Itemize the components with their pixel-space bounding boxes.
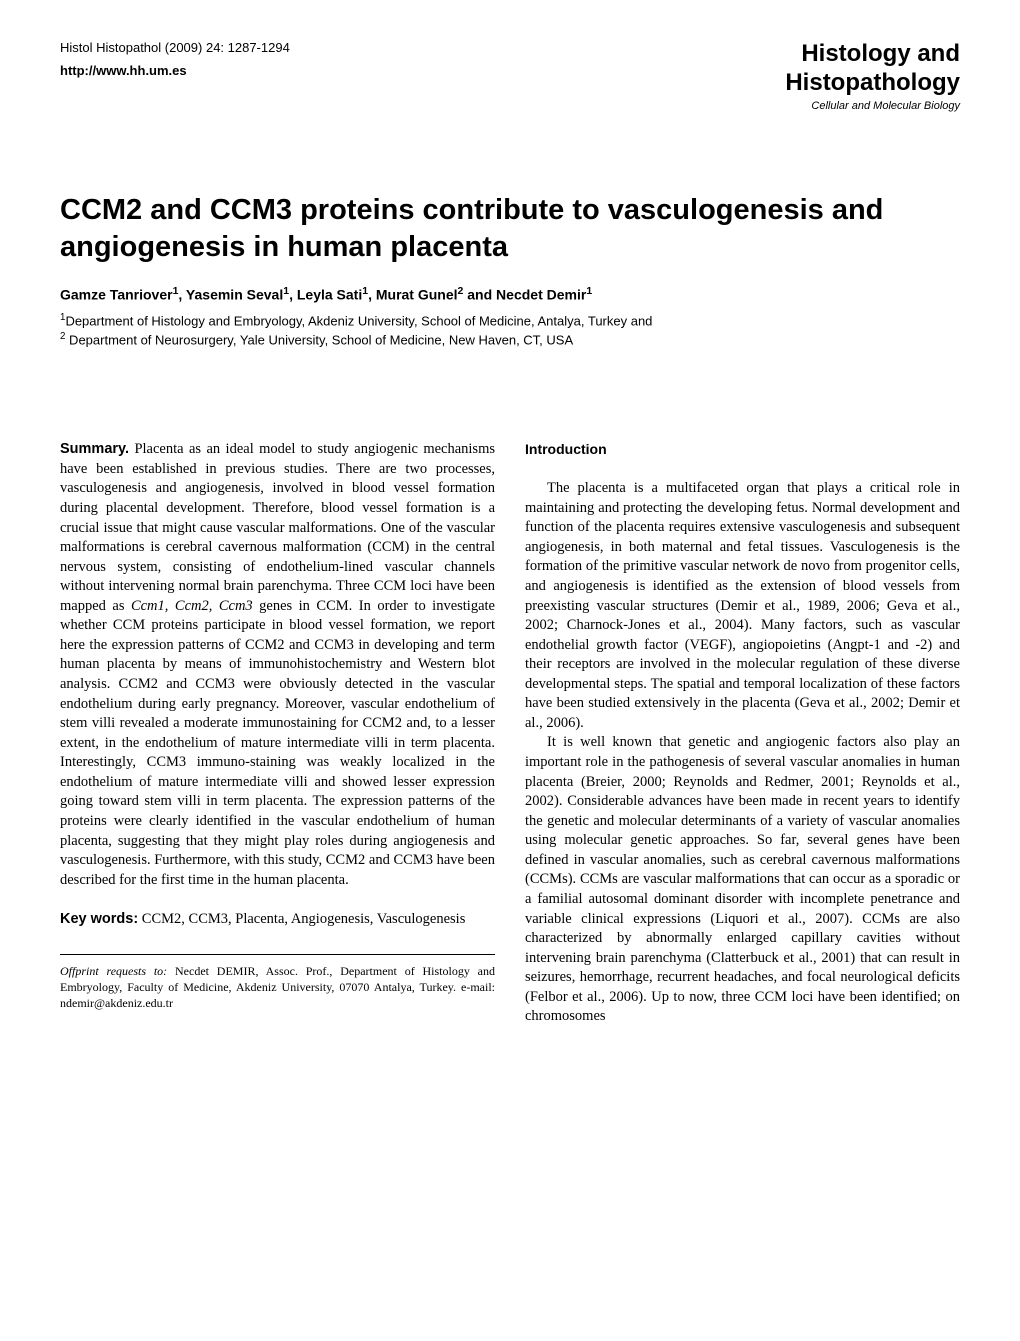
affiliation-2: Department of Neurosurgery, Yale Univers… <box>65 333 573 348</box>
page-header: Histol Histopathol (2009) 24: 1287-1294 … <box>60 40 960 112</box>
keywords-paragraph: Key words: CCM2, CCM3, Placenta, Angioge… <box>60 910 495 930</box>
right-column: Introduction The placenta is a multiface… <box>525 440 960 1027</box>
journal-reference: Histol Histopathol (2009) 24: 1287-1294 <box>60 40 290 55</box>
journal-name-line1: Histology and <box>785 40 960 69</box>
gene-names: Ccm1, Ccm2, Ccm3 <box>131 598 253 614</box>
summary-label: Summary. <box>60 441 129 457</box>
journal-url: http://www.hh.um.es <box>60 63 290 78</box>
header-left: Histol Histopathol (2009) 24: 1287-1294 … <box>60 40 290 78</box>
footnote-divider <box>60 954 495 955</box>
summary-text-part1: Placenta as an ideal model to study angi… <box>60 441 495 614</box>
introduction-para-1: The placenta is a multifaceted organ tha… <box>525 479 960 733</box>
left-column: Summary. Placenta as an ideal model to s… <box>60 440 495 1027</box>
journal-subtitle: Cellular and Molecular Biology <box>785 100 960 112</box>
offprint-label: Offprint requests to: <box>60 964 167 978</box>
header-right: Histology and Histopathology Cellular an… <box>785 40 960 112</box>
two-column-body: Summary. Placenta as an ideal model to s… <box>60 440 960 1027</box>
affiliations: 1Department of Histology and Embryology,… <box>60 311 960 351</box>
article-title: CCM2 and CCM3 proteins contribute to vas… <box>60 192 960 267</box>
introduction-heading: Introduction <box>525 440 960 459</box>
summary-text-part2: genes in CCM. In order to investigate wh… <box>60 598 495 888</box>
introduction-para-2: It is well known that genetic and angiog… <box>525 733 960 1026</box>
journal-name-line2: Histopathology <box>785 69 960 98</box>
keywords-label: Key words: <box>60 911 138 927</box>
offprint-paragraph: Offprint requests to: Necdet DEMIR, Asso… <box>60 963 495 1012</box>
authors-line: Gamze Tanriover1, Yasemin Seval1, Leyla … <box>60 285 960 303</box>
summary-paragraph: Summary. Placenta as an ideal model to s… <box>60 440 495 890</box>
affiliation-1: Department of Histology and Embryology, … <box>65 313 652 328</box>
keywords-text: CCM2, CCM3, Placenta, Angiogenesis, Vasc… <box>138 911 465 927</box>
